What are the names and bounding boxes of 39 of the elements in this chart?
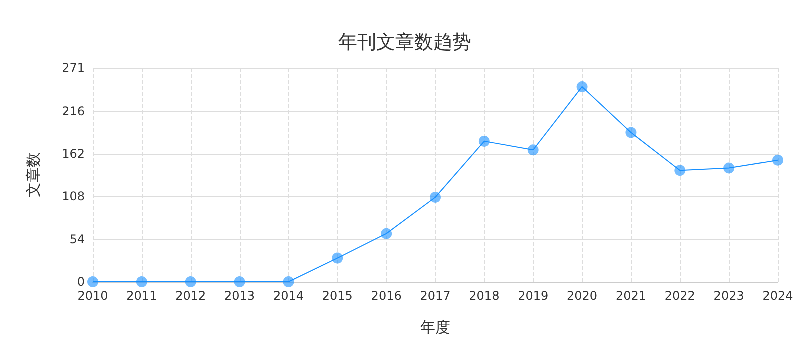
- chart-title: 年刊文章数趋势: [338, 32, 472, 54]
- y-tick-label: 216: [62, 104, 85, 118]
- x-tick-label: 2011: [126, 289, 158, 303]
- x-tick-label: 2017: [420, 289, 451, 303]
- y-tick-label: 0: [77, 275, 85, 289]
- point: [772, 154, 784, 166]
- x-tick-label: 2015: [322, 289, 353, 303]
- y-axis-title: 文章数: [24, 152, 42, 198]
- x-tick-label: 2010: [78, 289, 108, 303]
- point: [283, 276, 294, 288]
- x-tick-label: 2018: [469, 289, 500, 303]
- point: [674, 165, 686, 176]
- y-tick-label: 162: [62, 147, 85, 162]
- point: [430, 192, 441, 203]
- x-tick-label: 2013: [224, 289, 256, 303]
- y-tick-label: 108: [62, 190, 85, 204]
- y-tick-label: 271: [62, 61, 85, 75]
- point: [332, 252, 344, 264]
- x-tick-label: 2016: [371, 289, 402, 303]
- point: [528, 144, 539, 156]
- x-tick-label: 2023: [714, 289, 744, 303]
- point: [136, 276, 148, 288]
- x-tick-label: 2021: [616, 289, 646, 303]
- point: [88, 276, 98, 288]
- point: [234, 276, 246, 288]
- point: [381, 228, 392, 240]
- x-tick-label: 2024: [762, 289, 794, 303]
- point: [626, 127, 637, 138]
- x-tick-label: 2014: [273, 289, 304, 303]
- x-tick-label: 2012: [176, 289, 206, 303]
- x-tick-label: 2020: [567, 289, 598, 303]
- x-tick-label: 2022: [664, 289, 696, 303]
- point: [724, 162, 735, 174]
- x-axis-title: 年度: [420, 318, 450, 336]
- x-tick-label: 2019: [518, 289, 549, 303]
- point: [478, 136, 490, 147]
- y-tick-label: 54: [70, 232, 85, 246]
- point: [576, 81, 588, 92]
- point: [185, 276, 196, 288]
